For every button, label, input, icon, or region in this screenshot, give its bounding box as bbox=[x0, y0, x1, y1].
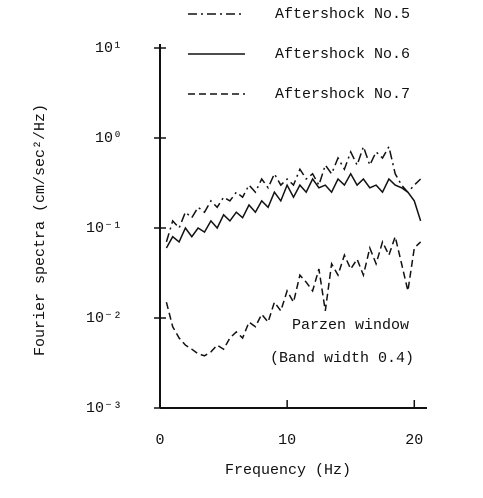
legend-label: Aftershock No.7 bbox=[275, 86, 410, 103]
x-axis-label: Frequency (Hz) bbox=[225, 462, 351, 479]
annotation: Parzen window bbox=[292, 317, 409, 334]
series-line bbox=[165, 144, 422, 243]
legend-label: Aftershock No.6 bbox=[275, 46, 410, 63]
x-tick-label: 20 bbox=[405, 432, 423, 449]
legend-label: Aftershock No.5 bbox=[275, 6, 410, 23]
series-line bbox=[165, 172, 422, 249]
y-tick-label: 10⁻¹ bbox=[86, 220, 122, 237]
annotation: (Band width 0.4) bbox=[270, 350, 414, 367]
series-line bbox=[165, 233, 422, 357]
x-tick-label: 0 bbox=[155, 432, 164, 449]
y-axis-label: Fourier spectra (cm/sec²/Hz) bbox=[32, 104, 49, 356]
y-tick-label: 10⁰ bbox=[95, 130, 122, 147]
y-tick-label: 10⁻² bbox=[86, 310, 122, 327]
y-tick-label: 10⁻³ bbox=[86, 400, 122, 417]
x-tick-label: 10 bbox=[278, 432, 296, 449]
y-tick-label: 10¹ bbox=[95, 40, 122, 57]
